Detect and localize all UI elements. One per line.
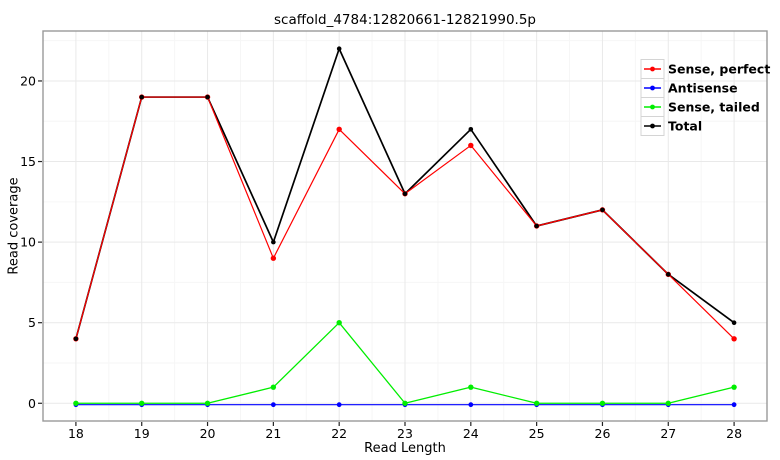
legend: Sense, perfect Antisense Sense, tailed Tota…	[640, 59, 770, 136]
y-tick-label: 10	[20, 235, 36, 250]
data-point-total	[139, 94, 145, 100]
data-point-sense-tailed	[599, 400, 606, 406]
x-tick-label: 28	[726, 426, 742, 441]
data-point-sense-tailed	[270, 384, 277, 390]
data-point-antisense	[468, 402, 474, 408]
x-tick-label: 22	[331, 426, 347, 441]
panel-border	[42, 30, 768, 422]
x-tick-label: 27	[660, 426, 676, 441]
legend-label: Antisense	[668, 81, 738, 96]
legend-key-marker-icon	[650, 66, 655, 72]
data-point-total	[402, 191, 408, 197]
data-point-sense-tailed	[139, 400, 145, 406]
x-tick-label: 20	[200, 426, 216, 441]
data-point-sense-perfect	[731, 336, 737, 342]
data-point-antisense	[731, 402, 737, 408]
data-point-sense-perfect	[336, 126, 342, 133]
legend-item-sense-tailed: Sense, tailed	[640, 97, 760, 117]
x-tick-label: 23	[397, 426, 413, 441]
legend-item-total: Total	[640, 116, 702, 136]
data-point-sense-perfect	[468, 142, 474, 149]
legend-label: Total	[668, 119, 702, 134]
data-point-antisense	[270, 402, 276, 408]
data-point-sense-tailed	[402, 400, 408, 406]
legend-item-sense-perfect: Sense, perfect	[640, 59, 770, 79]
data-point-total	[73, 336, 79, 342]
legend-key-marker-icon	[650, 104, 655, 110]
legend-key-marker-icon	[650, 123, 655, 129]
data-point-sense-tailed	[533, 400, 540, 406]
data-point-total	[665, 272, 671, 277]
data-point-total	[534, 223, 539, 229]
y-axis-title: Read coverage	[6, 177, 22, 275]
x-axis-title: Read Length	[364, 441, 446, 456]
y-tick-label: 0	[28, 396, 36, 411]
chart-title: scaffold_4784:12820661-12821990.5p	[273, 12, 536, 28]
legend-key-marker-icon	[650, 85, 655, 91]
data-point-sense-tailed	[665, 400, 671, 406]
x-tick-label: 18	[68, 426, 84, 441]
legend-item-antisense: Antisense	[640, 78, 738, 98]
data-point-total	[600, 207, 605, 213]
y-tick-label: 15	[20, 154, 36, 169]
data-point-sense-perfect	[270, 255, 277, 261]
legend-label: Sense, tailed	[668, 100, 760, 115]
y-tick-label: 5	[28, 315, 36, 330]
y-tick-label: 20	[20, 73, 36, 88]
data-point-sense-tailed	[73, 400, 79, 406]
data-point-total	[731, 320, 737, 325]
x-tick-label: 26	[595, 426, 611, 441]
legend-label: Sense, perfect	[668, 62, 770, 77]
data-point-total	[205, 94, 210, 100]
data-point-sense-tailed	[204, 400, 211, 406]
data-point-total	[271, 239, 276, 245]
x-tick-label: 21	[265, 426, 281, 441]
x-tick-label: 24	[463, 426, 479, 441]
data-point-antisense	[336, 402, 342, 408]
data-point-total	[336, 46, 342, 52]
data-point-sense-tailed	[468, 384, 474, 390]
data-point-sense-tailed	[336, 319, 342, 326]
data-point-sense-tailed	[731, 384, 737, 390]
x-tick-label: 19	[134, 426, 150, 441]
x-tick-label: 25	[529, 426, 545, 441]
data-point-total	[468, 127, 474, 132]
